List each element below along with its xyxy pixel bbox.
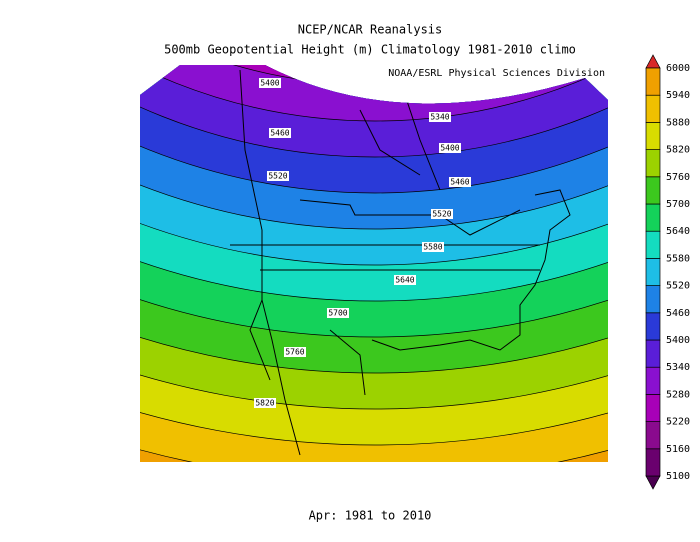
title: NCEP/NCAR Reanalysis <box>298 23 443 37</box>
colorbar-label: 5460 <box>666 308 690 319</box>
contour-line <box>140 65 608 158</box>
colorbar-label: 5340 <box>666 362 690 373</box>
colorbar-box <box>645 448 661 477</box>
colorbar-label: 5760 <box>666 172 690 183</box>
contour-label: 5400 <box>440 144 459 153</box>
band <box>0 0 700 13</box>
contour-line <box>140 65 608 410</box>
colorbar-box <box>645 258 661 286</box>
contour-label: 5400 <box>260 79 279 88</box>
contour-label-box <box>431 209 453 219</box>
contour-line <box>140 65 608 266</box>
contour-label: 5340 <box>430 113 449 122</box>
colorbar-label: 5280 <box>666 389 690 400</box>
colorbar-box <box>645 394 661 422</box>
contour-label: 5460 <box>450 178 469 187</box>
contour-label-box <box>327 308 349 318</box>
contour-label-box <box>267 171 289 181</box>
colorbar-label: 5100 <box>666 471 690 482</box>
colorbar-label: 5940 <box>666 90 690 101</box>
colorbar-cap <box>645 475 661 490</box>
colorbar-label: 5400 <box>666 335 690 346</box>
contour-label-box <box>439 143 461 153</box>
contour-label: 5700 <box>328 309 347 318</box>
contour-line <box>140 65 608 230</box>
colorbar-label: 5160 <box>666 444 690 455</box>
colorbar-box <box>645 230 661 259</box>
contour-label: 5820 <box>255 399 274 408</box>
contour-line <box>140 65 608 374</box>
contour-label-box <box>284 347 306 357</box>
contour-label-box <box>269 128 291 138</box>
contour-label: 5520 <box>432 210 451 219</box>
contour-label: 5520 <box>268 172 287 181</box>
contour-label-box <box>394 275 416 285</box>
colorbar-cap <box>645 54 661 69</box>
colorbar-box <box>645 67 661 96</box>
colorbar-box <box>645 94 661 123</box>
credit: NOAA/ESRL Physical Sciences Division <box>388 68 605 79</box>
colorbar-label: 6000 <box>666 63 690 74</box>
subtitle: 500mb Geopotential Height (m) Climatolog… <box>164 43 576 57</box>
colorbar-box <box>645 285 661 314</box>
map-field: 5400 5340 5460 5400 5520 5460 5520 5580 5640 5700… <box>0 0 700 462</box>
contour-label: 5580 <box>423 243 442 252</box>
colorbar-box <box>645 366 661 395</box>
colorbar-label: 5820 <box>666 145 690 156</box>
contour-label-box <box>259 78 281 88</box>
contour-line <box>140 65 608 446</box>
colorbar-box <box>645 122 661 150</box>
colorbar-box <box>645 339 661 368</box>
contour-label: 5460 <box>270 129 289 138</box>
colorbar-box <box>645 149 661 178</box>
contour-label-box <box>449 177 471 187</box>
colorbar-box <box>645 176 661 205</box>
contour-line <box>140 65 608 338</box>
colorbar-label: 5520 <box>666 281 690 292</box>
contour-line <box>0 0 700 13</box>
contour-label-box <box>254 398 276 408</box>
colorbar-box <box>645 203 661 232</box>
contour-label: 5760 <box>285 348 304 357</box>
contour-line <box>140 65 608 194</box>
contour-label-box <box>429 112 451 122</box>
colorbar-label: 5580 <box>666 253 690 264</box>
contour-line <box>140 65 608 302</box>
contour-label-box <box>422 242 444 252</box>
colorbar-label: 5700 <box>666 199 690 210</box>
colorbar-label: 5640 <box>666 226 690 237</box>
colorbar-box <box>645 421 661 450</box>
contour-label: 5640 <box>395 276 414 285</box>
contour-line <box>140 65 608 122</box>
colorbar-label: 5220 <box>666 417 690 428</box>
colorbar-label: 5880 <box>666 117 690 128</box>
coastline <box>230 69 571 456</box>
footer: Apr: 1981 to 2010 <box>309 509 432 523</box>
colorbar-box <box>645 312 661 341</box>
